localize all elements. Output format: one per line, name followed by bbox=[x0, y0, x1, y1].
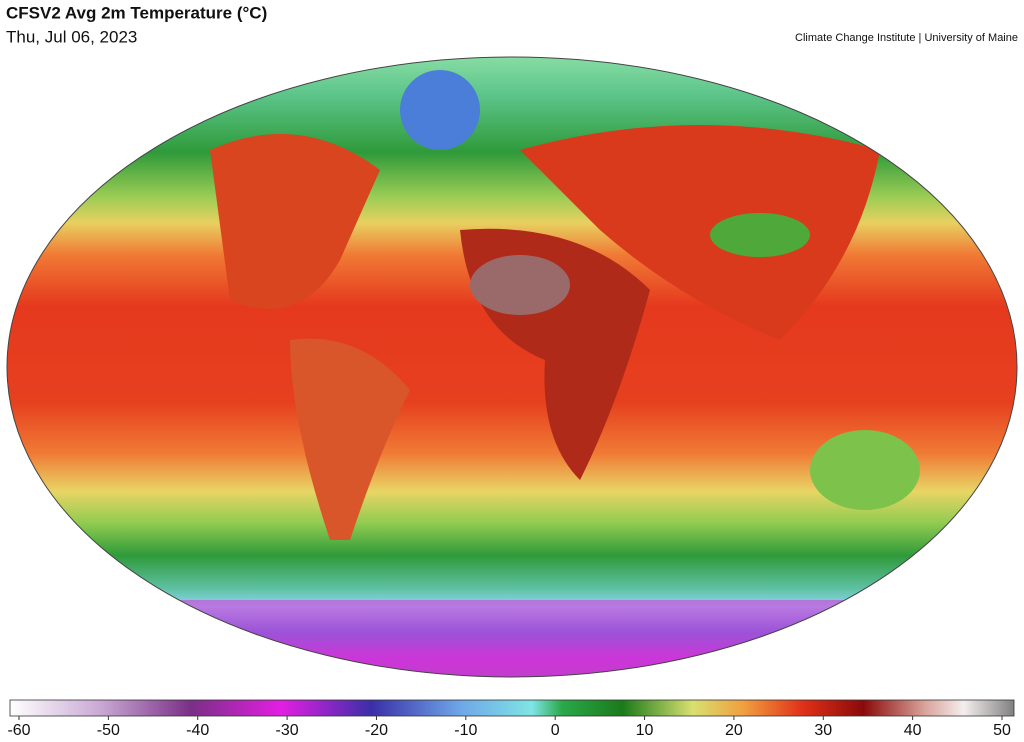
colorbar-tick-label: 40 bbox=[904, 722, 922, 739]
colorbar-tick-label: -60 bbox=[7, 722, 30, 739]
south-america bbox=[290, 338, 410, 540]
colorbar-tick-label: -50 bbox=[97, 722, 120, 739]
tibet bbox=[710, 213, 810, 257]
colorbar-tick-label: -20 bbox=[365, 722, 388, 739]
latitude-bands bbox=[7, 57, 1017, 677]
temperature-field bbox=[7, 57, 1017, 677]
colorbar-tick-label: 20 bbox=[725, 722, 743, 739]
colorbar-tick-label: 10 bbox=[636, 722, 654, 739]
australia bbox=[810, 430, 920, 510]
colorbar-tick-label: -40 bbox=[186, 722, 209, 739]
colorbar-tick-label: 30 bbox=[814, 722, 832, 739]
colorbar-tick-label: -30 bbox=[276, 722, 299, 739]
colorbar-tick-label: -10 bbox=[454, 722, 477, 739]
colorbar bbox=[9, 699, 1015, 717]
colorbar-tick-label: 0 bbox=[551, 722, 560, 739]
colorbar-ticks: -60 -50 -40 -30 -20 -10 0 10 20 30 40 50 bbox=[7, 716, 1011, 739]
north-america bbox=[210, 134, 380, 309]
credit: Climate Change Institute | University of… bbox=[795, 32, 1018, 44]
greenland bbox=[400, 70, 480, 150]
colorbar-tick-label: 50 bbox=[993, 722, 1011, 739]
map-title: CFSV2 Avg 2m Temperature (°C) bbox=[6, 3, 267, 22]
sahara-hot bbox=[470, 255, 570, 315]
map-subtitle: Thu, Jul 06, 2023 bbox=[6, 27, 137, 46]
eurasia bbox=[520, 125, 880, 340]
globe-outline bbox=[6, 56, 1018, 678]
